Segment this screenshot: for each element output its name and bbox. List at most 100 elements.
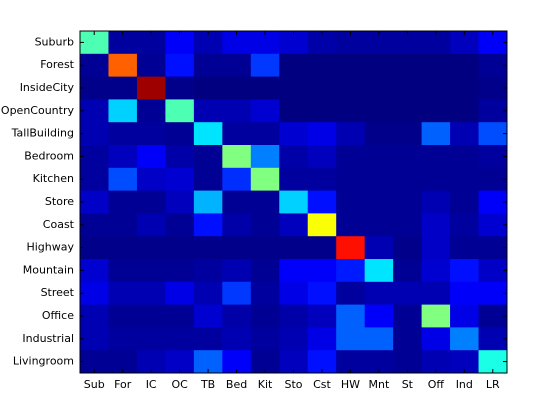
heatmap-cell <box>478 213 508 237</box>
heatmap-cell <box>478 99 508 123</box>
heatmap-cell <box>80 304 109 328</box>
heatmap-cell <box>393 167 423 192</box>
heatmap-cell <box>193 259 223 283</box>
heatmap-cell <box>80 213 109 237</box>
heatmap-cell <box>393 327 423 351</box>
x-tick-label: IC <box>146 378 157 391</box>
heatmap-cell <box>222 327 252 351</box>
heatmap-cell <box>279 31 309 55</box>
heatmap-cell <box>250 53 280 78</box>
heatmap-cell <box>307 190 337 214</box>
heatmap-cell <box>279 53 309 78</box>
heatmap-cell <box>193 76 223 100</box>
heatmap-cell <box>478 31 508 55</box>
heatmap-cell <box>450 53 480 78</box>
heatmap-cell <box>222 99 252 123</box>
x-tick-label: Sto <box>284 378 302 391</box>
heatmap-cell <box>478 53 508 78</box>
heatmap-cell <box>222 53 252 78</box>
heatmap-cell <box>364 31 394 55</box>
heatmap-cell <box>165 31 195 55</box>
heatmap-cell <box>193 99 223 123</box>
heatmap-cell <box>165 213 195 237</box>
heatmap-cell <box>478 327 508 351</box>
heatmap-cell <box>478 304 508 328</box>
heatmap-cell <box>222 167 252 192</box>
heatmap-cell <box>80 145 109 169</box>
heatmap-cell <box>279 304 309 328</box>
heatmap-cell <box>450 236 480 260</box>
heatmap-cell <box>222 304 252 328</box>
heatmap-cell <box>450 281 480 306</box>
heatmap-cell <box>307 213 337 237</box>
heatmap-cell <box>136 190 166 214</box>
heatmap-cell <box>478 236 508 260</box>
heatmap-cell <box>393 259 423 283</box>
heatmap-cell <box>393 350 423 374</box>
heatmap-cell <box>336 213 366 237</box>
heatmap-cell <box>421 122 451 146</box>
heatmap-cell <box>450 167 480 192</box>
heatmap-cell <box>279 236 309 260</box>
heatmap-cell <box>250 304 280 328</box>
y-tick-label: Industrial <box>22 332 74 345</box>
heatmap-cell <box>279 145 309 169</box>
heatmap-cell <box>393 122 423 146</box>
heatmap-cell <box>307 167 337 192</box>
x-tick-label: Kit <box>258 378 273 391</box>
heatmap-cell <box>222 31 252 55</box>
heatmap-cell <box>279 350 309 374</box>
heatmap-cell <box>478 350 508 374</box>
heatmap-cell <box>393 236 423 260</box>
heatmap-cell <box>222 236 252 260</box>
heatmap-cell <box>193 31 223 55</box>
y-tick-label: Coast <box>43 218 75 231</box>
heatmap-cell <box>421 31 451 55</box>
heatmap-cell <box>222 122 252 146</box>
heatmap-cell <box>108 236 138 260</box>
heatmap-cell <box>364 236 394 260</box>
heatmap-cell <box>393 304 423 328</box>
heatmap-cell <box>450 145 480 169</box>
heatmap-cells <box>80 31 508 374</box>
heatmap-cell <box>393 213 423 237</box>
heatmap-cell <box>336 31 366 55</box>
heatmap-cell <box>136 213 166 237</box>
heatmap-cell <box>165 167 195 192</box>
x-tick-label: Sub <box>84 378 105 391</box>
heatmap-cell <box>393 53 423 78</box>
heatmap-cell <box>336 76 366 100</box>
y-tick-label: InsideCity <box>20 81 75 94</box>
heatmap-cell <box>364 167 394 192</box>
heatmap-cell <box>478 122 508 146</box>
heatmap-cell <box>108 327 138 351</box>
heatmap-cell <box>136 122 166 146</box>
heatmap-cell <box>450 327 480 351</box>
heatmap-cell <box>165 236 195 260</box>
heatmap-cell <box>80 259 109 283</box>
heatmap-cell <box>165 145 195 169</box>
heatmap-cell <box>393 145 423 169</box>
heatmap-cell <box>279 327 309 351</box>
heatmap-cell <box>165 281 195 306</box>
heatmap-cell <box>80 167 109 192</box>
heatmap-cell <box>364 350 394 374</box>
heatmap-cell <box>450 31 480 55</box>
heatmap-cell <box>336 99 366 123</box>
heatmap-cell <box>108 145 138 169</box>
heatmap-cell <box>364 259 394 283</box>
x-tick-label: Ind <box>456 378 473 391</box>
heatmap-cell <box>421 213 451 237</box>
heatmap-cell <box>307 281 337 306</box>
heatmap-cell <box>250 122 280 146</box>
heatmap-cell <box>336 281 366 306</box>
heatmap-cell <box>336 167 366 192</box>
y-tick-label: Store <box>45 195 74 208</box>
x-tick-label: HW <box>341 378 360 391</box>
heatmap-cell <box>421 350 451 374</box>
heatmap-cell <box>193 304 223 328</box>
heatmap-cell <box>279 99 309 123</box>
heatmap-cell <box>250 190 280 214</box>
heatmap-cell <box>307 31 337 55</box>
heatmap-cell <box>478 145 508 169</box>
